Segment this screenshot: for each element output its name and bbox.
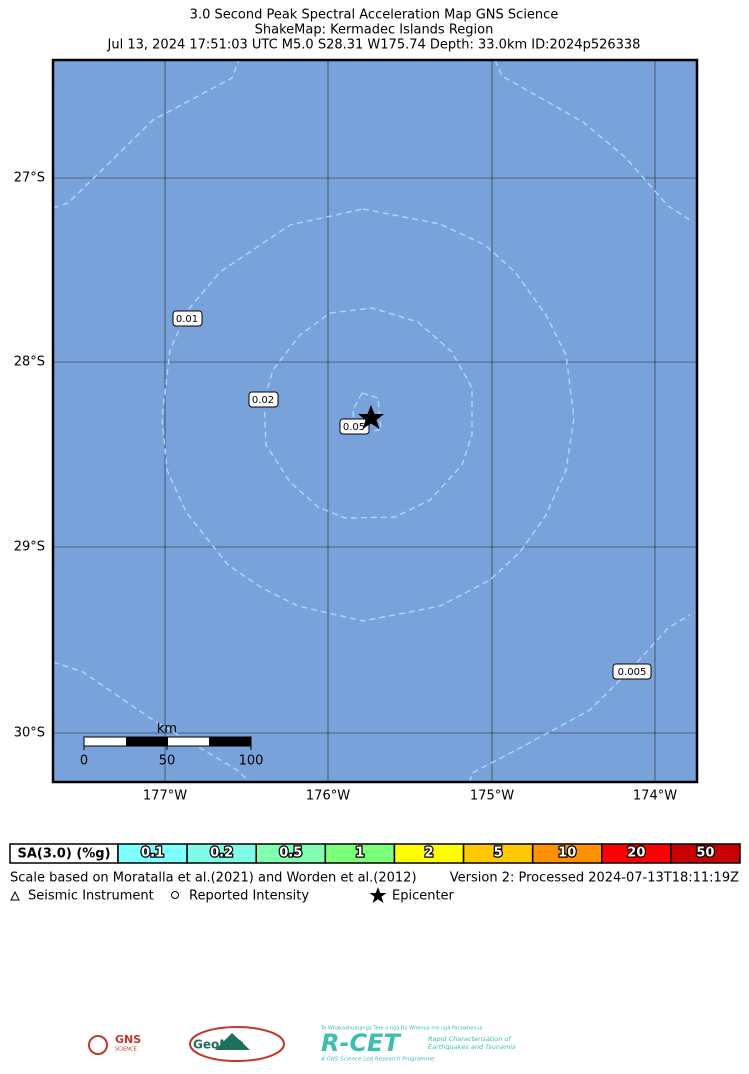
legend-label: 1 [355,846,364,861]
map-frame [51,58,699,784]
geonet-logo: GeoNet [193,1038,243,1052]
rcet-logo: R-CET [321,1029,401,1057]
logos: GNS SCIENCE GeoNet Te Whakaahuatanga Ter… [88,1026,516,1063]
scale-tick: 0 [80,754,88,769]
legend-swatch [670,843,741,864]
scale-bar: km 0 50 100 [80,722,264,769]
legend-label: 0.5 [279,846,302,861]
lon-label: 175°W [470,789,514,804]
lon-labels: 177°W 176°W 175°W 174°W [143,789,677,804]
event-info: Jul 13, 2024 17:51:03 UTC M5.0 S28.31 W1… [107,38,641,53]
lon-label: 176°W [306,789,350,804]
scale-note: Scale based on Moratalla et al.(2021) an… [10,871,417,886]
symbol-label: Epicenter [392,889,455,904]
scale-tick: 50 [159,754,176,769]
gns-sub: SCIENCE [115,1047,137,1053]
gns-logo: GNS [115,1033,141,1046]
contours [52,59,691,783]
scale-tick: 100 [239,754,264,769]
legend-label: 0.1 [141,846,164,861]
title: 3.0 Second Peak Spectral Acceleration Ma… [190,8,559,23]
contour-label: 0.005 [618,667,647,678]
symbol-label: Reported Intensity [189,889,309,904]
contour-label: 0.01 [176,314,198,325]
legend-label: 50 [696,846,714,861]
scale-unit: km [157,722,177,737]
symbol-legend: Seismic Instrument Reported Intensity Ep… [10,887,455,904]
symbol-label: Seismic Instrument [28,889,154,904]
rcet-desc: Earthquakes and Tsunamis [428,1043,516,1051]
legend-label: 20 [627,846,645,861]
graticule [53,60,697,782]
lat-label: 29°S [14,540,45,555]
legend-label: 0.2 [210,846,233,861]
contour-labels: 0.01 0.02 0.05 0.005 [172,310,652,680]
contour-label: 0.05 [343,422,365,433]
lat-labels: 27°S 28°S 29°S 30°S [14,171,45,741]
lat-label: 27°S [14,171,45,186]
legend-label: 5 [494,846,503,861]
rcet-top: Te Whakaahuatanga Tere o ngā Rū Whenua m… [320,1026,483,1032]
rcet-desc: Rapid Characterisation of [428,1035,512,1043]
lon-label: 177°W [143,789,187,804]
lat-label: 30°S [14,726,45,741]
legend-label: 2 [424,846,433,861]
contour-label: 0.02 [252,395,274,406]
lat-label: 28°S [14,355,45,370]
epicenter [358,405,384,429]
version: Version 2: Processed 2024-07-13T18:11:19… [450,871,739,886]
intensity-legend: SA(3.0) (%g) 0.1 0.2 0.5 1 2 5 10 20 50 [9,843,741,864]
legend-label: 10 [558,846,576,861]
lon-label: 174°W [633,789,677,804]
rcet-foot: A GNS Science Led Research Programme [320,1057,435,1063]
subtitle: ShakeMap: Kermadec Islands Region [255,23,494,38]
legend-title: SA(3.0) (%g) [17,847,110,862]
